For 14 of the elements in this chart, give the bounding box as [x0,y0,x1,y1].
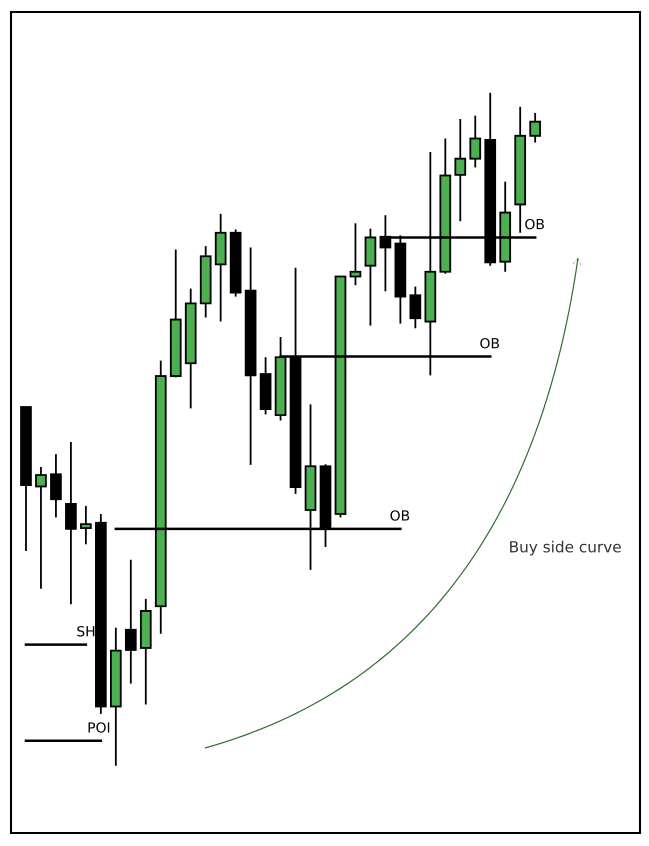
series-label: OB [525,218,544,230]
series-label: SH [77,626,94,636]
series-label: OB [390,510,410,521]
candlestick [350,222,362,286]
candlestick [410,286,422,330]
candlestick [454,118,466,222]
candlestick [469,114,482,168]
series-label: POI [88,722,110,733]
candlestick [529,112,542,144]
candlestick [35,466,47,590]
candlestick [124,558,137,685]
candlestick [80,505,92,546]
annotation: Buy side curve [510,540,621,556]
series-label: OB [480,338,499,348]
